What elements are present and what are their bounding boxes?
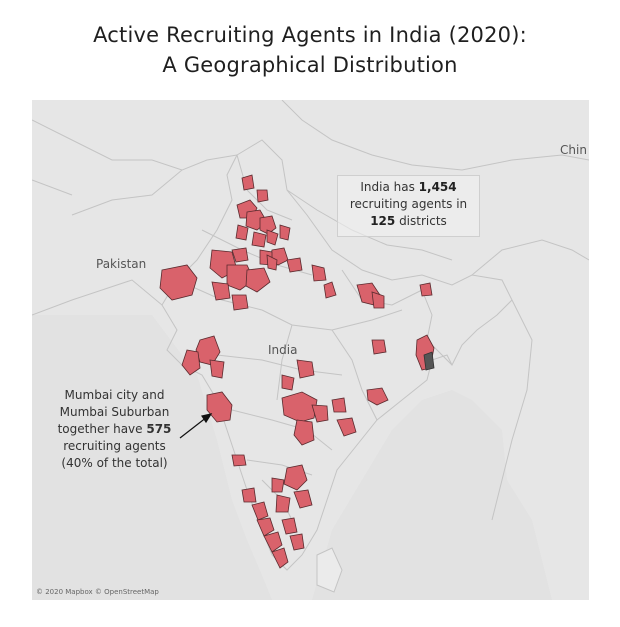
mumbai-callout-line-5: (40% of the total) (61, 456, 168, 470)
title-line-1: Active Recruiting Agents in India (2020)… (93, 23, 527, 47)
district-region[interactable] (371, 291, 385, 309)
total-callout-line-3: 125 districts (370, 214, 447, 228)
district-region[interactable] (159, 264, 198, 301)
map-svg[interactable] (32, 100, 589, 600)
district-region[interactable] (419, 282, 433, 297)
mumbai-callout-line-4: recruiting agents (63, 439, 166, 453)
total-callout-line-2: recruiting agents in (349, 197, 468, 211)
district-region[interactable] (371, 339, 387, 355)
district-region[interactable] (289, 533, 305, 551)
district-region[interactable] (281, 391, 318, 423)
map-canvas[interactable]: Pakistan India Chin India has 1,454 recr… (32, 100, 589, 600)
total-callout-line-1: India has 1,454 (360, 180, 457, 194)
borders (32, 100, 589, 593)
district-region[interactable] (181, 349, 201, 376)
mumbai-callout-line-1: Mumbai city and (64, 388, 165, 402)
mumbai-arrow (179, 413, 213, 439)
district-region[interactable] (293, 489, 313, 509)
district-region[interactable] (283, 464, 308, 491)
mumbai-callout: Mumbai city and Mumbai Suburban together… (52, 387, 177, 472)
bay-of-bengal (312, 390, 552, 600)
map-attribution[interactable]: © 2020 Mapbox © OpenStreetMap (36, 588, 159, 596)
district-region[interactable] (366, 387, 389, 406)
district-markers (159, 174, 435, 569)
district-region[interactable] (266, 229, 279, 246)
district-region[interactable] (311, 404, 329, 423)
mumbai-callout-line-2: Mumbai Suburban (59, 405, 170, 419)
district-region[interactable] (251, 231, 267, 248)
district-region[interactable] (271, 547, 289, 569)
title-line-2: A Geographical Distribution (162, 53, 458, 77)
arabian-sea (32, 315, 272, 600)
district-region[interactable] (235, 224, 249, 241)
nepal-border (286, 189, 453, 261)
total-callout: India has 1,454 recruiting agents in 125… (337, 175, 480, 237)
sri-lanka (316, 547, 343, 593)
china-border (281, 100, 589, 171)
district-region[interactable] (281, 374, 295, 391)
district-region[interactable] (293, 419, 315, 446)
district-region[interactable] (211, 281, 231, 301)
district-region[interactable] (266, 254, 278, 271)
india-outline (161, 139, 513, 571)
district-region[interactable] (286, 257, 303, 273)
district-region[interactable] (206, 391, 233, 423)
myanmar-border (491, 299, 533, 521)
district-region[interactable] (296, 359, 315, 379)
pakistan-border (71, 154, 238, 216)
district-region[interactable] (231, 454, 247, 467)
district-region[interactable] (281, 517, 298, 535)
district-region[interactable] (231, 294, 249, 311)
district-highlight[interactable] (423, 351, 435, 371)
label-india: India (268, 343, 298, 357)
district-region[interactable] (331, 397, 347, 413)
district-region[interactable] (263, 531, 283, 553)
district-region[interactable] (256, 517, 275, 537)
district-region[interactable] (209, 359, 225, 379)
district-region[interactable] (279, 224, 291, 241)
district-region[interactable] (241, 174, 255, 191)
district-region[interactable] (256, 189, 269, 203)
district-region[interactable] (259, 215, 277, 235)
district-region[interactable] (275, 494, 291, 513)
label-china: Chin (560, 143, 587, 157)
district-region[interactable] (336, 417, 357, 437)
chart-title: Active Recruiting Agents in India (2020)… (0, 20, 620, 80)
mumbai-callout-line-3: together have 575 (57, 422, 172, 436)
district-region[interactable] (271, 477, 285, 493)
district-region[interactable] (231, 247, 249, 263)
district-region[interactable] (251, 501, 269, 521)
label-pakistan: Pakistan (96, 257, 147, 271)
district-region[interactable] (241, 487, 257, 503)
district-region[interactable] (323, 281, 337, 299)
district-region[interactable] (311, 264, 327, 282)
district-region[interactable] (245, 267, 271, 293)
